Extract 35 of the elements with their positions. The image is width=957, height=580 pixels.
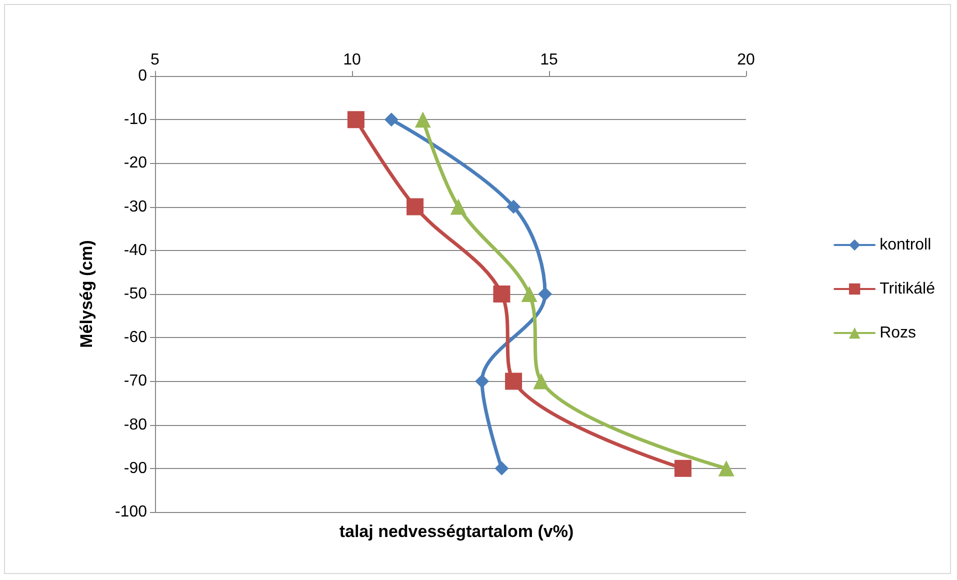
y-tick-label: -60: [124, 329, 148, 346]
point: [493, 286, 510, 302]
y-tick-label: 0: [138, 68, 148, 84]
point: [494, 461, 509, 476]
y-tick-label: -100: [114, 504, 148, 520]
point: [406, 198, 424, 216]
y-tick-label: -70: [124, 372, 148, 390]
point: [384, 112, 398, 127]
x-tick-label: 15: [540, 52, 558, 68]
y-tick-label: -50: [124, 286, 148, 302]
point: [450, 198, 466, 215]
y-tick-label: -40: [124, 242, 148, 259]
y-tick-label: -90: [124, 460, 148, 477]
x-tick-label: 10: [343, 52, 361, 68]
y-tick-label: -30: [124, 198, 148, 216]
y-tick-label: -80: [124, 416, 148, 434]
point: [475, 374, 490, 388]
point: [347, 111, 364, 128]
y-tick-label: -20: [124, 154, 148, 172]
point: [505, 372, 522, 390]
point: [718, 460, 734, 476]
x-tick-label: 5: [150, 52, 160, 68]
y-tick-label: -10: [124, 111, 148, 128]
x-tick-label: 20: [737, 52, 755, 68]
point: [533, 373, 550, 390]
point: [414, 112, 431, 128]
point: [674, 460, 692, 477]
legend-label: Rozs: [880, 324, 916, 342]
legend-label: Tritikálé: [880, 280, 936, 298]
point: [521, 286, 538, 302]
legend-label: kontroll: [880, 236, 932, 254]
point: [538, 287, 552, 301]
x-axis-title: talaj nedvességtartalom (v%): [339, 522, 574, 541]
y-axis-title: Mélység (cm): [77, 240, 96, 348]
point: [506, 200, 521, 214]
